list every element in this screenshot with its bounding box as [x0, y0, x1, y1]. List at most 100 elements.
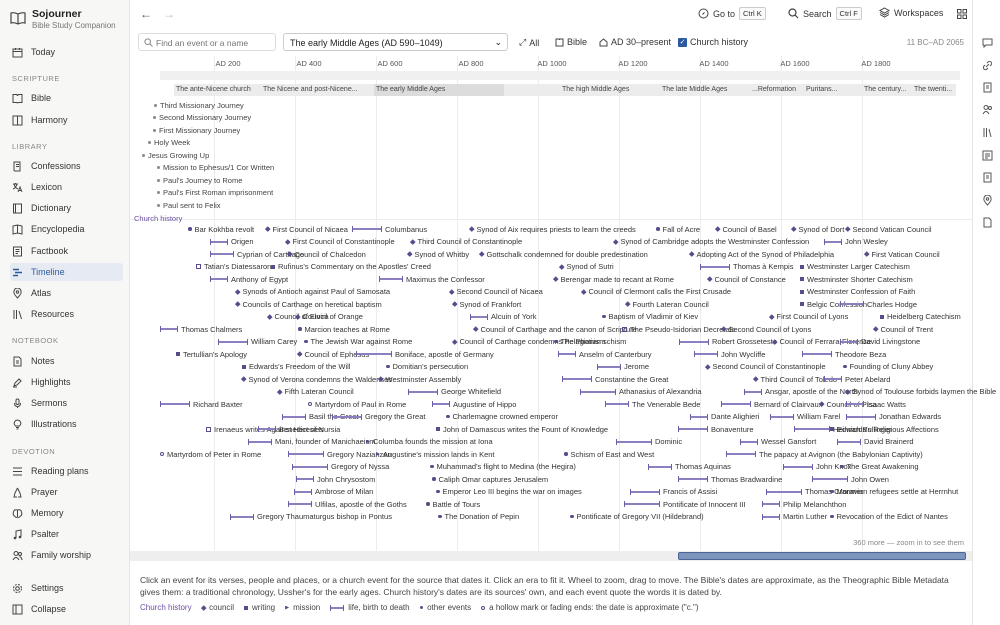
church-event[interactable]: Westminster Confession of Faith [800, 287, 915, 297]
bible-event[interactable]: Paul's First Roman imprisonment [157, 188, 273, 197]
church-event[interactable]: Westminster Larger Catechism [800, 262, 910, 272]
sidebar-item-encyclopedia[interactable]: Encyclopedia [10, 220, 123, 238]
church-event[interactable]: The Pseudo-Isidorian Decretals [622, 324, 735, 334]
church-event[interactable]: First Vatican Council [864, 249, 940, 259]
church-event[interactable]: Augustine of Hippo [432, 399, 516, 409]
sidebar-item-factbook[interactable]: Factbook [10, 242, 123, 260]
church-event[interactable]: Athanasius of Alexandria [580, 387, 702, 397]
church-event[interactable]: First Council of Lyons [769, 312, 848, 322]
bible-event[interactable]: Second Missionary Journey [153, 113, 251, 122]
church-event[interactable]: Council of Carthage and the canon of Scr… [473, 324, 637, 334]
church-event[interactable]: Revocation of the Edict of Nantes [830, 512, 948, 522]
church-event[interactable]: Dante Alighieri [690, 412, 759, 422]
church-event[interactable]: Council of Basel [715, 224, 777, 234]
church-event[interactable]: Synod of Sutri [559, 262, 614, 272]
timeline-canvas[interactable]: AD 200 AD 400 AD 600 AD 800 AD 1000 AD 1200 AD… [130, 56, 996, 551]
church-event[interactable]: Martyrdom of Peter in Rome [160, 449, 261, 459]
church-event[interactable]: Marcion teaches at Rome [298, 324, 390, 334]
sidebar-item-reading-plans[interactable]: Reading plans [10, 462, 123, 480]
church-event[interactable]: Council of Orange [295, 312, 363, 322]
church-event[interactable]: Third Council of Toledo [753, 374, 837, 384]
church-event[interactable]: Philip Melanchthon [762, 499, 846, 509]
search-button[interactable]: Search Ctrl F [788, 7, 862, 20]
era-chip[interactable]: The high Middle Ages [562, 86, 630, 93]
church-event[interactable]: Fourth Lateran Council [625, 299, 709, 309]
church-event[interactable]: Anselm of Canterbury [558, 349, 652, 359]
church-event[interactable]: Second Council of Nicaea [449, 287, 543, 297]
sidebar-item-family-worship[interactable]: Family worship [10, 546, 123, 564]
church-event[interactable]: George Whitefield [408, 387, 501, 397]
church-event[interactable]: Edwards's Religious Affections [830, 424, 939, 434]
church-event[interactable]: Council of Ferrara-Florence [772, 337, 871, 347]
grid-icon[interactable] [957, 9, 967, 19]
church-event[interactable]: Edwards's Freedom of the Will [242, 362, 350, 372]
church-event[interactable]: Charlemagne crowned emperor [446, 412, 558, 422]
church-event[interactable]: Ulfilas, apostle of the Goths [288, 499, 407, 509]
church-event[interactable]: Heidelberg Catechism [880, 312, 961, 322]
church-event[interactable]: Fall of Acre [656, 224, 700, 234]
era-chip[interactable]: The Nicene and post-Nicene... [263, 86, 358, 93]
church-event[interactable]: Council of Trent [873, 324, 933, 334]
sidebar-item-confessions[interactable]: Confessions [10, 157, 123, 175]
church-event[interactable]: Synod of Whitby [407, 249, 469, 259]
list-icon[interactable] [982, 150, 993, 161]
church-event[interactable]: Council of Constance [707, 274, 786, 284]
church-event[interactable]: Council of Elvira [267, 312, 329, 322]
era-chip[interactable]: The ante-Nicene church [176, 86, 251, 93]
church-event[interactable]: William Carey [218, 337, 297, 347]
church-event[interactable]: Bonaventure [678, 424, 754, 434]
bible-event[interactable]: Holy Week [148, 138, 190, 147]
church-history-toggle[interactable]: ✓ Church history [678, 37, 748, 47]
bible-event[interactable]: First Missionary Journey [153, 126, 240, 135]
church-event[interactable]: Gregory Thaumaturgus bishop in Pontus [230, 512, 392, 522]
church-event[interactable]: Rufinus's Commentary on the Apostles' Cr… [271, 262, 431, 272]
church-event[interactable]: Council of Chalcedon [287, 249, 366, 259]
church-event[interactable]: John Owen [812, 474, 889, 484]
era-chip[interactable]: ...Reformation [752, 86, 796, 93]
sidebar-item-illustrations[interactable]: Illustrations [10, 415, 123, 433]
church-event[interactable]: First Council of Nicaea [265, 224, 348, 234]
church-event[interactable]: Tertullian's Apology [176, 349, 247, 359]
map-pin-icon[interactable] [982, 195, 993, 206]
church-event[interactable]: Second Council of Constantinople [705, 362, 826, 372]
church-event[interactable]: Ansgar, apostle of the North [744, 387, 858, 397]
sidebar-item-collapse[interactable]: Collapse [10, 600, 123, 618]
church-event[interactable]: Muhammad's flight to Medina (the Hegira) [430, 462, 576, 472]
timeline-scrollbar[interactable] [130, 551, 972, 561]
bible-event[interactable]: Third Missionary Journey [154, 101, 244, 110]
church-event[interactable]: Belgic Confession [800, 299, 867, 309]
church-event[interactable]: Cyprian of Carthage [210, 249, 304, 259]
church-event[interactable]: Columba founds the mission at Iona [366, 437, 493, 447]
church-event[interactable]: Second Council of Lyons [721, 324, 811, 334]
church-event[interactable]: Domitian's persecution [386, 362, 468, 372]
church-event[interactable]: Pontificate of Innocent III [624, 499, 746, 509]
church-event[interactable]: Tatian's Diatessaron [196, 262, 271, 272]
church-event[interactable]: John of Damascus writes the Fount of Kno… [436, 424, 608, 434]
church-event[interactable]: Bar Kokhba revolt [188, 224, 254, 234]
church-event[interactable]: Synod of Toulouse forbids laymen the Bib… [845, 387, 996, 397]
church-event[interactable]: Alcuin of York [470, 312, 536, 322]
people-icon[interactable] [982, 104, 993, 115]
church-event[interactable]: Berengar made to recant at Rome [553, 274, 674, 284]
church-event[interactable]: Synod of Cambridge adopts the Westminste… [613, 237, 809, 247]
link-icon[interactable] [982, 60, 993, 71]
church-event[interactable]: Wessel Gansfort [740, 437, 816, 447]
church-event[interactable]: Thomas Cranmer [766, 487, 863, 497]
era-chip[interactable]: The late Middle Ages [662, 86, 728, 93]
zoom-all-button[interactable]: ⤢ All [519, 37, 539, 48]
church-event[interactable]: The Photian schism [554, 337, 626, 347]
sidebar-item-psalter[interactable]: Psalter [10, 525, 123, 543]
bible-range-button[interactable]: Bible [555, 37, 587, 47]
church-event[interactable]: Gregory the Great [332, 412, 425, 422]
church-event[interactable]: Synod of Aix requires priests to learn t… [469, 224, 636, 234]
church-event[interactable]: Council of Clermont calls the First Crus… [581, 287, 731, 297]
era-chip[interactable]: The early Middle Ages [374, 84, 504, 96]
comment-icon[interactable] [982, 38, 993, 49]
church-event[interactable]: Gottschalk condemned for double predesti… [479, 249, 648, 259]
church-event[interactable]: Francis of Assisi [630, 487, 717, 497]
sidebar-item-highlights[interactable]: Highlights [10, 373, 123, 391]
church-event[interactable]: Origen [210, 237, 254, 247]
church-event[interactable]: Second Vatican Council [845, 224, 932, 234]
sidebar-item-timeline[interactable]: Timeline [10, 263, 123, 281]
bible-event[interactable]: Paul's Journey to Rome [157, 176, 242, 185]
